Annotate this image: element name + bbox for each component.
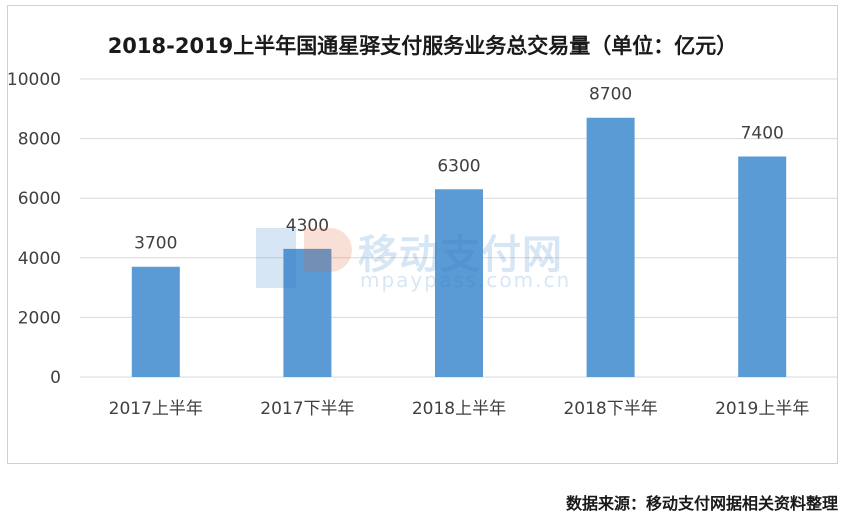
watermark: 移动支付网 mpaypass.com.cn <box>256 222 586 294</box>
data-label: 3700 <box>134 234 177 254</box>
bar <box>586 117 635 378</box>
data-label: 7400 <box>741 123 784 143</box>
watermark-text: 移动支付网 <box>358 232 563 278</box>
data-label: 6300 <box>437 156 480 176</box>
bar <box>131 266 180 377</box>
x-tick-label: 2018上半年 <box>412 399 506 419</box>
chart-title: 2018-2019上半年国通星驿支付服务业务总交易量（单位：亿元） <box>107 34 738 58</box>
chart-frame: 2018-2019上半年国通星驿支付服务业务总交易量（单位：亿元） <box>7 5 838 464</box>
data-label: 4300 <box>286 216 329 236</box>
x-tick-label: 2019上半年 <box>715 399 809 419</box>
x-tick-label: 2017上半年 <box>109 399 203 419</box>
bar-chart: 0 2000 4000 6000 8000 10000 3700 2017上半年 4300 201… <box>7 70 838 419</box>
data-label: 8700 <box>589 85 632 105</box>
bar <box>283 248 332 377</box>
y-tick-label: 10000 <box>7 70 61 90</box>
bar <box>738 156 787 377</box>
y-tick-label: 2000 <box>18 308 61 328</box>
y-tick-label: 6000 <box>18 189 61 209</box>
watermark-logo-icon <box>256 228 352 288</box>
bar <box>435 189 483 377</box>
y-tick-label: 4000 <box>18 249 61 269</box>
watermark-url: mpaypass.com.cn <box>360 268 572 292</box>
y-tick-label: 0 <box>50 368 61 388</box>
source-note: 数据来源：移动支付网据相关资料整理 <box>565 494 838 513</box>
y-tick-label: 8000 <box>18 130 61 150</box>
x-tick-label: 2017下半年 <box>260 399 354 419</box>
x-tick-label: 2018下半年 <box>563 399 657 419</box>
